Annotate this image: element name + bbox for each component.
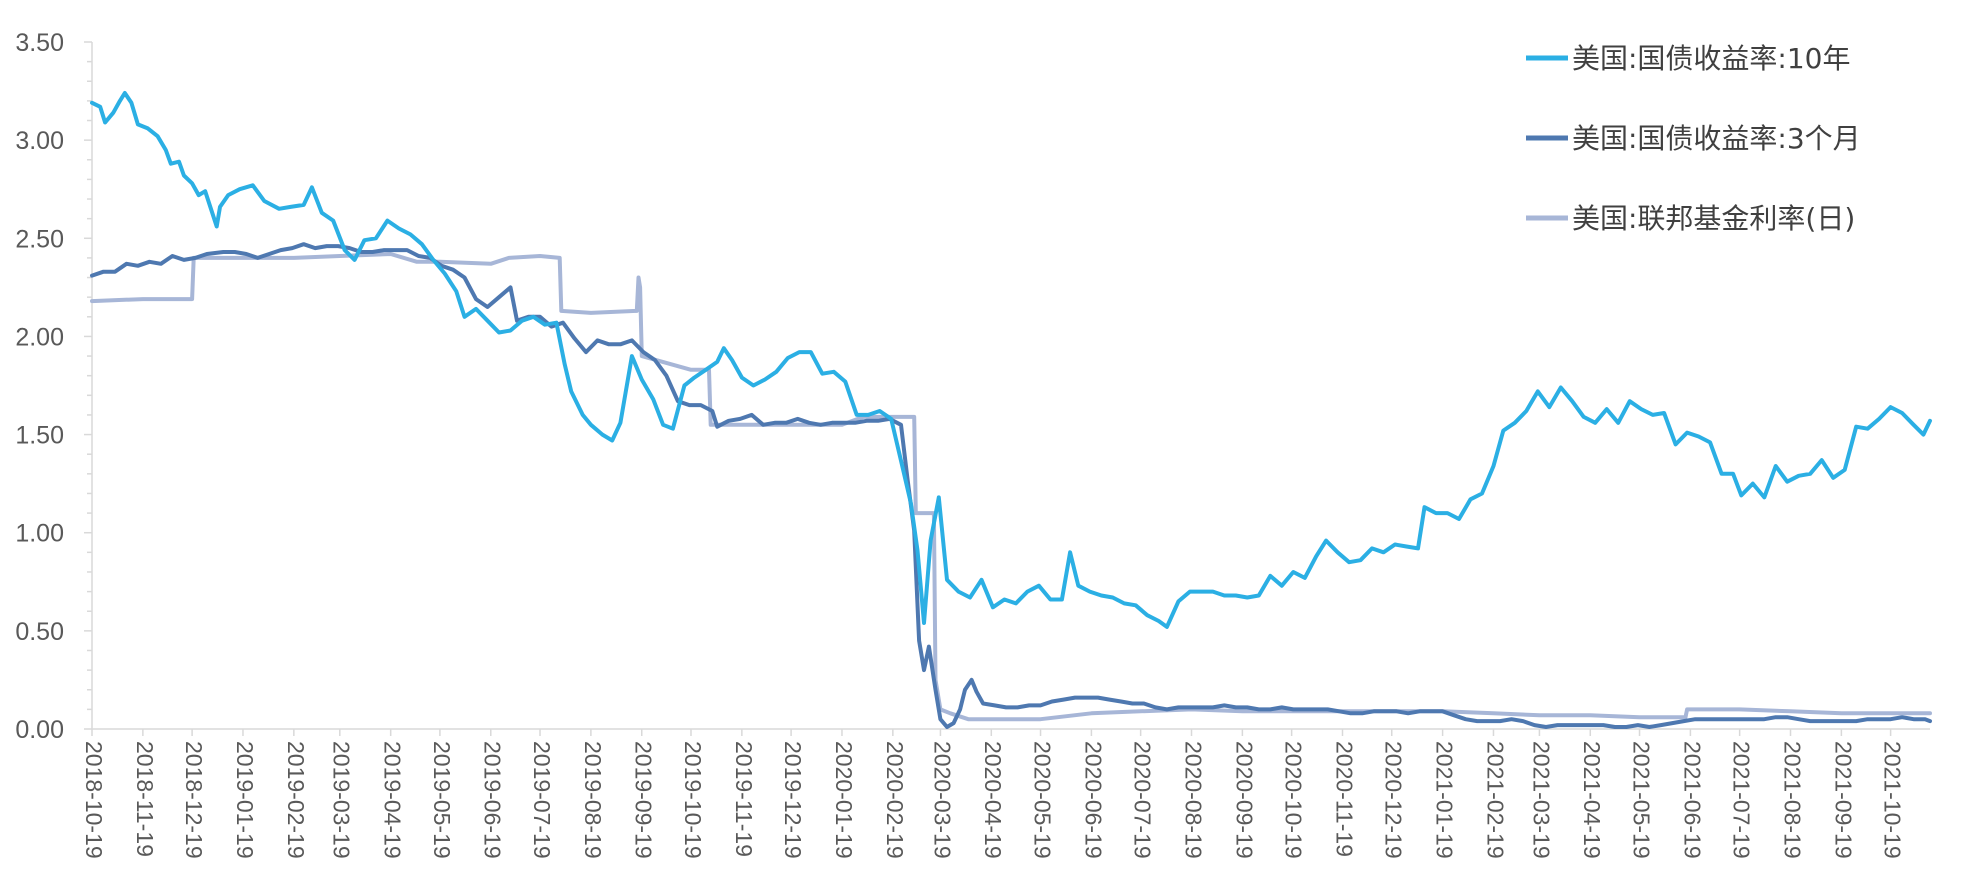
x-tick-label: 2021-07-19 — [1729, 741, 1755, 859]
x-tick-label: 2021-06-19 — [1679, 741, 1705, 859]
x-tick-label: 2019-07-19 — [529, 741, 555, 859]
x-tick-label: 2021-08-19 — [1779, 741, 1805, 859]
x-tick-label: 2019-04-19 — [380, 741, 406, 859]
y-axis-tick-labels: 0.00 0.50 1.00 1.50 2.00 2.50 3.00 3.50 — [15, 29, 64, 744]
x-tick-label: 2021-05-19 — [1628, 741, 1654, 859]
x-tick-label: 2019-09-19 — [631, 741, 657, 859]
x-tick-label: 2020-12-19 — [1381, 741, 1407, 859]
x-tick-label: 2020-07-19 — [1130, 741, 1156, 859]
y-tick-label: 0.50 — [15, 618, 64, 646]
series-line-2 — [90, 242, 1932, 729]
legend-label: 美国:联邦基金利率(日) — [1572, 202, 1855, 235]
x-tick-label: 2021-09-19 — [1830, 741, 1856, 859]
x-tick-label: 2018-12-19 — [181, 741, 207, 859]
x-axis-tick-labels: 2018-10-19 2018-11-19 2018-12-19 2019-01-19… — [81, 741, 1906, 859]
x-tick-label: 2020-02-19 — [882, 741, 908, 859]
x-tick-label: 2020-06-19 — [1080, 741, 1106, 859]
y-tick-label: 2.00 — [15, 323, 64, 351]
y-tick-label: 1.50 — [15, 422, 64, 450]
x-tick-label: 2019-11-19 — [731, 741, 757, 857]
y-tick-label: 3.00 — [15, 127, 64, 155]
x-tick-label: 2019-08-19 — [580, 741, 606, 859]
x-tick-label: 2020-10-19 — [1281, 741, 1307, 859]
x-tick-label: 2020-08-19 — [1180, 741, 1206, 859]
y-tick-label: 1.00 — [15, 520, 64, 548]
series-lines — [90, 91, 1932, 729]
x-tick-label: 2018-10-19 — [81, 741, 107, 859]
x-tick-label: 2021-01-19 — [1432, 741, 1458, 859]
x-tick-label: 2020-09-19 — [1231, 741, 1257, 859]
x-tick-label: 2021-04-19 — [1579, 741, 1605, 859]
x-tick-label: 2019-01-19 — [232, 741, 258, 859]
legend-item: 美国:国债收益率:3个月 — [1526, 122, 1861, 155]
legend-label: 美国:国债收益率:10年 — [1572, 42, 1851, 75]
x-tick-label: 2019-10-19 — [680, 741, 706, 859]
x-tick-label: 2021-02-19 — [1482, 741, 1508, 859]
x-tick-label: 2021-03-19 — [1528, 741, 1554, 859]
legend-item: 美国:国债收益率:10年 — [1526, 42, 1851, 75]
x-tick-label: 2019-05-19 — [429, 741, 455, 859]
y-tick-label: 3.50 — [15, 29, 64, 57]
series-line-3 — [90, 252, 1932, 722]
legend-label: 美国:国债收益率:3个月 — [1572, 122, 1861, 155]
x-tick-label: 2020-11-19 — [1331, 741, 1357, 857]
x-tick-label: 2018-11-19 — [132, 741, 158, 857]
series-line-1 — [90, 91, 1932, 629]
x-tick-label: 2019-12-19 — [780, 741, 806, 859]
x-tick-label: 2020-05-19 — [1029, 741, 1055, 859]
x-tick-label: 2019-06-19 — [480, 741, 506, 859]
y-tick-label: 2.50 — [15, 225, 64, 253]
x-tick-label: 2019-03-19 — [329, 741, 355, 859]
x-tick-label: 2020-03-19 — [929, 741, 955, 859]
y-tick-label: 0.00 — [15, 716, 64, 744]
x-tick-label: 2020-01-19 — [831, 741, 857, 859]
legend-item: 美国:联邦基金利率(日) — [1526, 202, 1855, 235]
x-tick-label: 2020-04-19 — [980, 741, 1006, 859]
x-tick-label: 2021-10-19 — [1880, 741, 1906, 859]
x-tick-label: 2019-02-19 — [283, 741, 309, 859]
